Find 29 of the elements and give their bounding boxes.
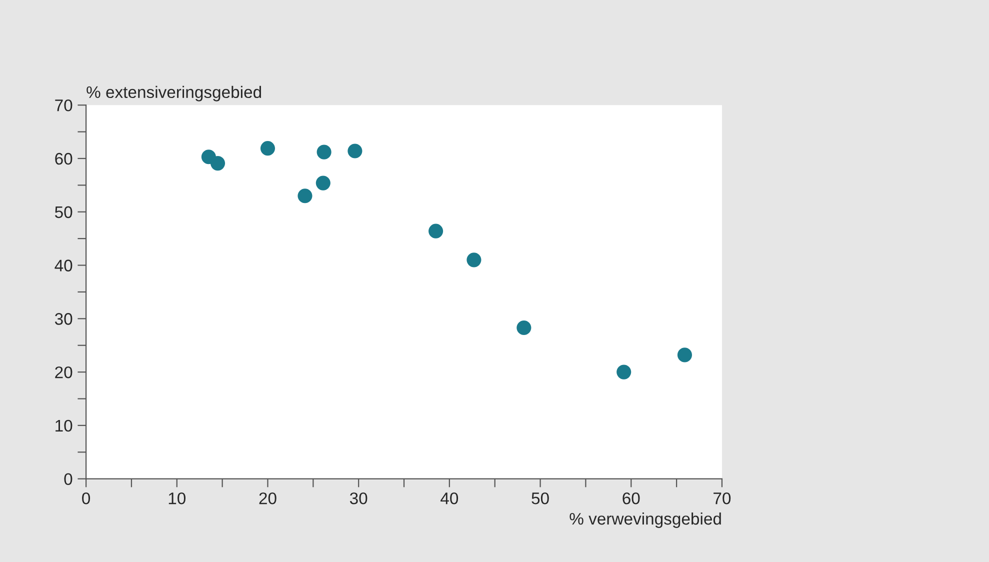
point — [210, 156, 226, 171]
y-axis-title: % extensiveringsgebied — [86, 86, 262, 102]
y-tick-label: 70 — [55, 99, 72, 112]
point — [466, 252, 482, 268]
point — [260, 141, 276, 156]
point — [616, 364, 632, 380]
y-tick-label: 20 — [55, 366, 72, 378]
point — [516, 320, 532, 336]
point — [428, 224, 444, 238]
point — [298, 188, 312, 204]
point — [348, 144, 362, 158]
point — [677, 348, 692, 362]
y-tick-label: 0 — [64, 473, 72, 486]
y-tick-label: 40 — [54, 260, 72, 272]
x-axis-title: % verwevingsgebied — [570, 512, 721, 528]
point — [316, 144, 332, 160]
x-tick-label: 30 — [350, 492, 368, 504]
y-tick-label: 10 — [56, 420, 72, 432]
point — [316, 176, 330, 190]
x-tick-label: 60 — [622, 492, 640, 504]
x-tick-label: 70 — [714, 492, 731, 504]
y-tick-label: 60 — [55, 152, 72, 165]
x-tick-label: 10 — [168, 492, 186, 504]
x-tick-label: 40 — [440, 492, 458, 504]
y-tick-label: 30 — [54, 313, 72, 325]
x-tick-label: 50 — [532, 492, 549, 504]
x-tick-label: 0 — [82, 492, 90, 504]
y-tick-label: 50 — [54, 206, 72, 218]
x-tick-label: 20 — [259, 492, 276, 504]
